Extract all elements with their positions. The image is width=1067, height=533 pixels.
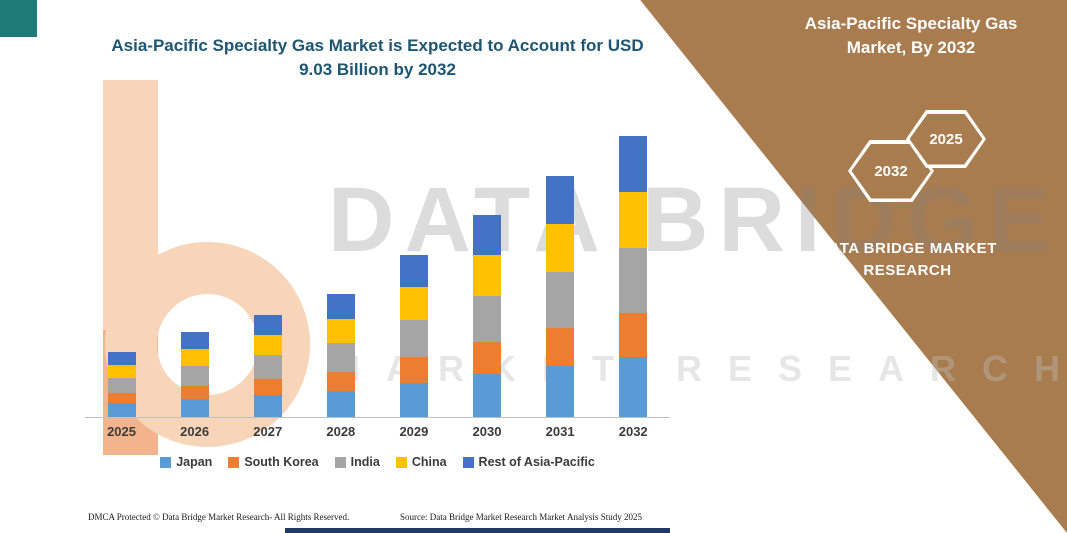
bar-column-2027: 2027 (231, 314, 304, 445)
bar-segment-india (473, 295, 502, 343)
stacked-bar-2030 (473, 215, 502, 417)
bar-segment-south-korea (253, 379, 282, 396)
bar-segment-india (253, 355, 282, 380)
hexagon-2025: 2025 (906, 110, 986, 168)
x-tick-label: 2029 (399, 424, 429, 439)
bar-segment-japan (107, 403, 136, 417)
legend-label: India (350, 455, 380, 469)
x-axis-line (85, 417, 670, 418)
bar-column-2026: 2026 (158, 332, 231, 445)
bar-segment-rest-of-asia-pacific (546, 176, 575, 224)
bar-segment-rest-of-asia-pacific (180, 332, 209, 349)
chart-legend: Japan South Korea India China Rest of Asia-P… (85, 455, 670, 469)
hexagon-border: 2025 (906, 110, 986, 168)
bar-segment-south-korea (619, 313, 648, 358)
hexagon-2032-label: 2032 (851, 143, 931, 199)
x-tick-label: 2031 (545, 424, 575, 439)
bar-segment-rest-of-asia-pacific (619, 136, 648, 192)
legend-item-japan: Japan (160, 455, 212, 469)
legend-swatch (228, 456, 240, 468)
bar-segment-china (619, 191, 648, 249)
legend-item-china: China (395, 455, 447, 469)
legend-swatch (160, 456, 172, 468)
footer-accent-bar (285, 528, 670, 533)
watermark-text: DATA BRIDGE (328, 169, 1060, 271)
side-panel-title: Asia-Pacific Specialty Gas Market, By 20… (804, 14, 1018, 57)
stacked-bar-2029 (399, 255, 428, 417)
watermark-subtext: MARKET RESEARCH (330, 348, 1067, 389)
legend-item-south-korea: South Korea (228, 455, 319, 469)
bar-column-2031: 2031 (524, 176, 597, 445)
stacked-bar-2028 (326, 294, 355, 417)
bar-segment-china (107, 364, 136, 378)
bar-segment-south-korea (326, 371, 355, 391)
stacked-bar-2027 (253, 314, 282, 417)
bar-segment-south-korea (546, 327, 575, 366)
bar-column-2030: 2030 (450, 215, 523, 445)
bar-segment-japan (619, 357, 648, 417)
legend-swatch (334, 456, 346, 468)
stacked-bar-2032 (619, 136, 648, 417)
bar-segment-japan (473, 374, 502, 417)
x-tick-label: 2032 (618, 424, 648, 439)
brand-name: DATA BRIDGE MARKET RESEARCH (818, 240, 997, 279)
chart-title: Asia-Pacific Specialty Gas Market is Exp… (111, 36, 644, 79)
bar-segment-japan (399, 382, 428, 417)
bar-segment-japan (546, 365, 575, 417)
stacked-bar-2025 (107, 351, 136, 417)
bar-segment-china (180, 348, 209, 367)
bar-segment-south-korea (180, 385, 209, 399)
bar-segment-india (326, 343, 355, 372)
bar-segment-china (326, 318, 355, 344)
legend-label: China (411, 455, 447, 469)
x-tick-label: 2030 (472, 424, 502, 439)
x-tick-label: 2027 (253, 424, 283, 439)
footer-dmca-text: DMCA Protected © Data Bridge Market Rese… (88, 512, 350, 522)
bar-segment-china (253, 334, 282, 356)
bar-segment-india (619, 248, 648, 314)
corner-accent-square (0, 0, 37, 37)
legend-item-india: India (334, 455, 380, 469)
footer-source-text: Source: Data Bridge Market Research Mark… (400, 512, 642, 522)
bar-column-2032: 2032 (597, 136, 670, 445)
bar-column-2025: 2025 (85, 351, 158, 445)
legend-swatch (395, 456, 407, 468)
stacked-bar-2026 (180, 332, 209, 417)
bar-segment-india (107, 377, 136, 393)
x-tick-label: 2025 (107, 424, 136, 439)
bar-segment-south-korea (473, 342, 502, 375)
bar-segment-south-korea (399, 357, 428, 383)
legend-item-rest-of-asia-pacific: Rest of Asia-Pacific (462, 455, 595, 469)
legend-label: Rest of Asia-Pacific (478, 455, 595, 469)
legend-label: South Korea (244, 455, 319, 469)
bar-segment-rest-of-asia-pacific (326, 294, 355, 319)
bar-segment-japan (180, 399, 209, 417)
bar-column-2028: 2028 (304, 294, 377, 445)
bar-segment-rest-of-asia-pacific (399, 255, 428, 288)
legend-swatch (462, 456, 474, 468)
x-tick-label: 2026 (180, 424, 210, 439)
bar-segment-india (399, 319, 428, 357)
bar-segment-rest-of-asia-pacific (253, 314, 282, 335)
bar-segment-china (473, 255, 502, 296)
bar-column-2029: 2029 (377, 255, 450, 445)
bar-segment-south-korea (107, 392, 136, 403)
bar-segment-china (399, 287, 428, 320)
bar-segment-japan (253, 395, 282, 417)
bar-segment-japan (326, 390, 355, 417)
bar-segment-rest-of-asia-pacific (473, 215, 502, 256)
bar-segment-india (546, 272, 575, 328)
bar-segment-china (546, 223, 575, 273)
legend-label: Japan (176, 455, 213, 469)
hexagon-2025-label: 2025 (909, 113, 983, 165)
bar-segment-rest-of-asia-pacific (107, 351, 136, 365)
bar-segment-india (180, 366, 209, 386)
stacked-bar-chart: 2025 2026 2027 2028 2029 2030 2031 2032 (85, 117, 670, 445)
x-tick-label: 2028 (326, 424, 356, 439)
stacked-bar-2031 (546, 176, 575, 417)
